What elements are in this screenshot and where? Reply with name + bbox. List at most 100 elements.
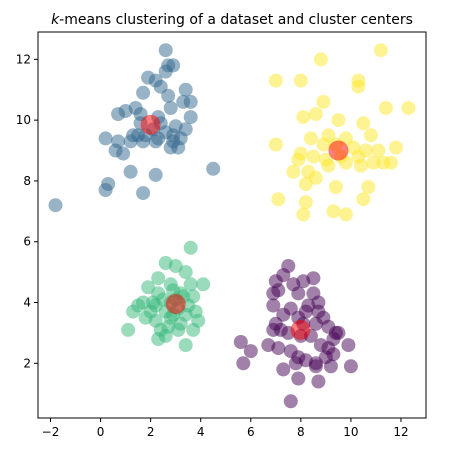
cluster-0-point bbox=[331, 325, 346, 340]
cluster-1-point bbox=[98, 131, 113, 146]
cluster-0-point bbox=[283, 394, 298, 409]
cluster-3-point bbox=[363, 128, 378, 143]
x-axis: −2 0 2 4 6 8 10 12 bbox=[42, 418, 409, 439]
cluster-3-point bbox=[401, 101, 416, 115]
x-tick-label: 6 bbox=[247, 425, 255, 439]
cluster-1-point bbox=[136, 85, 151, 100]
cluster-3-point bbox=[353, 158, 368, 173]
cluster-3-point bbox=[296, 207, 311, 222]
cluster-3-point bbox=[313, 52, 328, 67]
cluster-2-point bbox=[178, 265, 193, 280]
cluster-3-point bbox=[308, 107, 323, 122]
x-tick-label: 2 bbox=[147, 425, 155, 439]
cluster-3-point bbox=[308, 170, 323, 185]
cluster-0-point bbox=[291, 286, 306, 301]
cluster-1-point bbox=[161, 88, 176, 103]
cluster-2-point bbox=[121, 322, 136, 337]
cluster-3-point bbox=[389, 140, 403, 155]
chart-title: k-means clustering of a dataset and clus… bbox=[51, 12, 413, 28]
cluster-3-point bbox=[306, 149, 321, 164]
cluster-3-point bbox=[296, 110, 311, 125]
y-tick-label: 10 bbox=[16, 113, 31, 127]
cluster-1-point bbox=[116, 146, 131, 161]
cluster-3-point bbox=[298, 195, 313, 210]
x-tick-label: 4 bbox=[197, 425, 205, 439]
y-tick-label: 6 bbox=[23, 235, 31, 249]
cluster-2-point bbox=[141, 280, 156, 295]
cluster-0-point bbox=[276, 362, 291, 377]
cluster-1-point bbox=[136, 186, 151, 201]
cluster-center-1 bbox=[140, 114, 161, 135]
cluster-0-point bbox=[266, 322, 281, 337]
cluster-3-point bbox=[268, 73, 283, 88]
cluster-3-point bbox=[384, 155, 398, 170]
cluster-0-point bbox=[298, 304, 313, 319]
cluster-3-point bbox=[316, 137, 331, 152]
cluster-3-point bbox=[298, 177, 313, 191]
cluster-2-point bbox=[171, 322, 186, 337]
cluster-3-point bbox=[321, 158, 336, 173]
cluster-1-point bbox=[111, 107, 126, 122]
y-tick-label: 8 bbox=[23, 174, 31, 188]
cluster-3-point bbox=[328, 180, 343, 194]
cluster-0-point bbox=[243, 344, 258, 359]
cluster-3-point bbox=[373, 43, 388, 58]
cluster-3-point bbox=[331, 113, 346, 128]
cluster-3-point bbox=[326, 204, 341, 219]
cluster-0-point bbox=[288, 356, 303, 371]
cluster-3-point bbox=[303, 131, 318, 146]
x-tick-label: −2 bbox=[42, 425, 60, 439]
cluster-3-point bbox=[291, 152, 306, 167]
cluster-2-point bbox=[188, 304, 203, 319]
cluster-2-point bbox=[148, 298, 163, 313]
cluster-1-point bbox=[158, 43, 173, 58]
cluster-3-point bbox=[268, 137, 283, 152]
cluster-0-point bbox=[326, 347, 341, 362]
y-axis: 2 4 6 8 10 12 bbox=[16, 52, 38, 370]
x-tick-label: 0 bbox=[97, 425, 105, 439]
cluster-3-point bbox=[293, 73, 308, 88]
cluster-3-point bbox=[351, 79, 366, 94]
y-tick-label: 4 bbox=[23, 296, 31, 310]
cluster-center-2 bbox=[165, 294, 186, 314]
cluster-1-point bbox=[206, 161, 221, 176]
cluster-2-point bbox=[168, 259, 183, 273]
cluster-0-point bbox=[323, 359, 338, 374]
cluster-1-point bbox=[158, 64, 173, 79]
cluster-2-point bbox=[196, 277, 211, 292]
cluster-3-point bbox=[338, 207, 353, 222]
cluster-0-point bbox=[341, 338, 356, 353]
points-layer bbox=[48, 43, 416, 409]
cluster-0-point bbox=[266, 286, 281, 301]
cluster-3-point bbox=[371, 143, 386, 158]
cluster-center-0 bbox=[290, 319, 311, 340]
cluster-1-point bbox=[98, 183, 113, 197]
x-tick-label: 10 bbox=[343, 425, 358, 439]
plot-area bbox=[38, 32, 426, 418]
cluster-center-3 bbox=[328, 140, 349, 161]
cluster-3-point bbox=[316, 94, 331, 109]
cluster-3-point bbox=[356, 192, 371, 207]
cluster-2-point bbox=[126, 304, 141, 319]
cluster-1-point bbox=[183, 110, 198, 125]
cluster-0-point bbox=[311, 374, 326, 389]
cluster-1-point bbox=[131, 128, 146, 143]
x-tick-label: 12 bbox=[393, 425, 408, 439]
cluster-1-point bbox=[183, 94, 198, 109]
cluster-2-point bbox=[158, 328, 173, 343]
cluster-3-point bbox=[378, 101, 393, 115]
cluster-0-point bbox=[343, 359, 358, 374]
cluster-1-point bbox=[163, 101, 178, 115]
cluster-1-point bbox=[123, 164, 138, 179]
cluster-0-point bbox=[306, 271, 321, 286]
cluster-1-point bbox=[171, 140, 186, 155]
cluster-0-point bbox=[291, 371, 306, 386]
cluster-1-point bbox=[178, 82, 193, 97]
cluster-2-point bbox=[151, 271, 166, 286]
cluster-3-point bbox=[361, 180, 376, 194]
cluster-2-point bbox=[186, 322, 201, 337]
centers-layer bbox=[140, 114, 349, 340]
cluster-1-point bbox=[48, 198, 63, 213]
cluster-1-point bbox=[148, 134, 163, 149]
